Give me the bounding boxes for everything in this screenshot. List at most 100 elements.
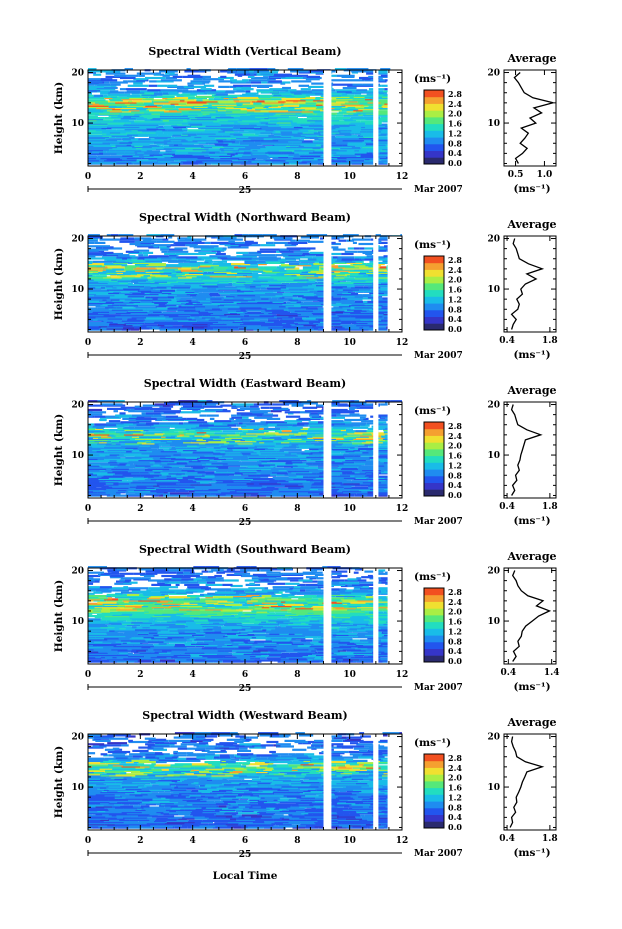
heatmap-cell	[305, 78, 320, 81]
heatmap-cell	[175, 250, 189, 253]
heatmap-cell	[250, 154, 269, 157]
heatmap-cell	[197, 157, 214, 160]
heatmap-cell	[195, 152, 214, 155]
heatmap-cell	[354, 258, 360, 261]
heatmap-cell	[269, 162, 291, 165]
heatmap-cell	[369, 456, 375, 459]
heatmap-cell	[88, 128, 106, 131]
heatmap-cell	[101, 148, 109, 151]
heatmap-cell	[154, 301, 167, 305]
heatmap-cell	[373, 153, 390, 156]
heatmap-cell	[201, 135, 207, 139]
heatmap-cell	[376, 152, 382, 155]
heatmap-cell	[119, 74, 139, 77]
heatmap-cell	[96, 157, 101, 160]
heatmap-cell	[255, 320, 265, 323]
heatmap-cell	[300, 137, 310, 140]
heatmap-cell	[299, 263, 309, 266]
heatmap-cell	[242, 133, 255, 136]
heatmap-cell	[182, 128, 188, 131]
heatmap-cell	[200, 263, 213, 266]
heatmap-cell	[218, 85, 230, 88]
heatmap-cell	[93, 490, 109, 493]
heatmap-cell	[166, 325, 183, 328]
heatmap-cell	[178, 263, 201, 266]
heatmap-cell	[148, 135, 171, 139]
heatmap-cell	[359, 247, 365, 250]
heatmap-cell	[111, 467, 129, 471]
heatmap-cell	[94, 241, 106, 244]
heatmap-cell	[256, 157, 268, 160]
heatmap-cell	[244, 240, 254, 243]
heatmap-cell	[336, 324, 357, 327]
heatmap-cell	[324, 252, 342, 256]
heatmap-cell	[303, 152, 322, 155]
x-tick-label: 10	[343, 338, 356, 348]
heatmap-cell	[102, 256, 117, 259]
heatmap-cell	[283, 454, 298, 457]
heatmap-cell	[110, 95, 117, 98]
heatmap-cell	[377, 263, 385, 266]
heatmap-cell	[182, 476, 202, 479]
heatmap-cell	[152, 273, 161, 276]
heatmap-cell	[298, 84, 309, 87]
heatmap-cell	[168, 92, 179, 95]
heatmap-cell	[128, 284, 144, 287]
heatmap-cell	[355, 138, 373, 141]
heatmap-cell	[268, 110, 291, 113]
heatmap-cell	[208, 98, 214, 101]
heatmap-cell	[312, 147, 321, 150]
heatmap-cell	[143, 115, 160, 119]
heatmap-cell	[174, 137, 194, 140]
x-tick-label: 2	[137, 338, 143, 348]
heatmap-cell	[160, 248, 169, 251]
average-title: Average	[506, 52, 556, 65]
heatmap-cell	[307, 258, 317, 261]
heatmap-cell	[285, 257, 301, 260]
heatmap-cell	[318, 137, 323, 140]
heatmap-cell	[190, 80, 211, 83]
heatmap-cell	[369, 158, 377, 161]
heatmap-cell	[318, 142, 324, 145]
heatmap-cell	[200, 467, 215, 471]
heatmap-cell	[375, 234, 381, 237]
y-tick-label: 20	[71, 69, 84, 79]
colorbar-segment	[424, 150, 444, 158]
heatmap-cell	[132, 476, 148, 479]
heatmap-cell	[119, 133, 128, 136]
heatmap-cell	[350, 286, 364, 289]
heatmap-cell	[356, 154, 361, 157]
heatmap-cell	[205, 128, 221, 131]
heatmap-cell	[289, 476, 298, 479]
heatmap-cell	[206, 439, 221, 442]
heatmap-cell	[210, 241, 222, 244]
heatmap-cell	[267, 68, 276, 71]
heatmap-cell	[261, 310, 273, 313]
heatmap-cell	[265, 298, 278, 301]
colorbar-segment	[424, 289, 444, 297]
heatmap-cell	[232, 110, 255, 113]
heatmap-cell	[255, 132, 271, 135]
average-profile-line	[510, 238, 545, 330]
heatmap-cell	[184, 273, 203, 276]
heatmap-cell	[285, 75, 302, 78]
heatmap-cell	[281, 252, 303, 256]
heatmap-cell	[331, 297, 342, 300]
heatmap-cell	[302, 268, 320, 271]
heatmap-cell	[221, 95, 238, 98]
heatmap-cell	[239, 476, 245, 479]
heatmap-cell	[267, 281, 282, 285]
heatmap-cell	[143, 153, 150, 156]
heatmap-cell	[88, 457, 98, 461]
heatmap-cell	[245, 90, 251, 93]
heatmap-cell	[326, 310, 344, 313]
heatmap-cell	[288, 153, 306, 156]
heatmap-cell	[88, 260, 93, 263]
heatmap-cell	[169, 143, 174, 146]
heatmap-cell	[169, 142, 183, 145]
heatmap-cell	[172, 97, 188, 100]
heatmap-cell	[127, 318, 146, 321]
heatmap-cell	[240, 457, 249, 461]
heatmap-cell	[88, 254, 103, 257]
heatmap-cell	[163, 449, 170, 452]
